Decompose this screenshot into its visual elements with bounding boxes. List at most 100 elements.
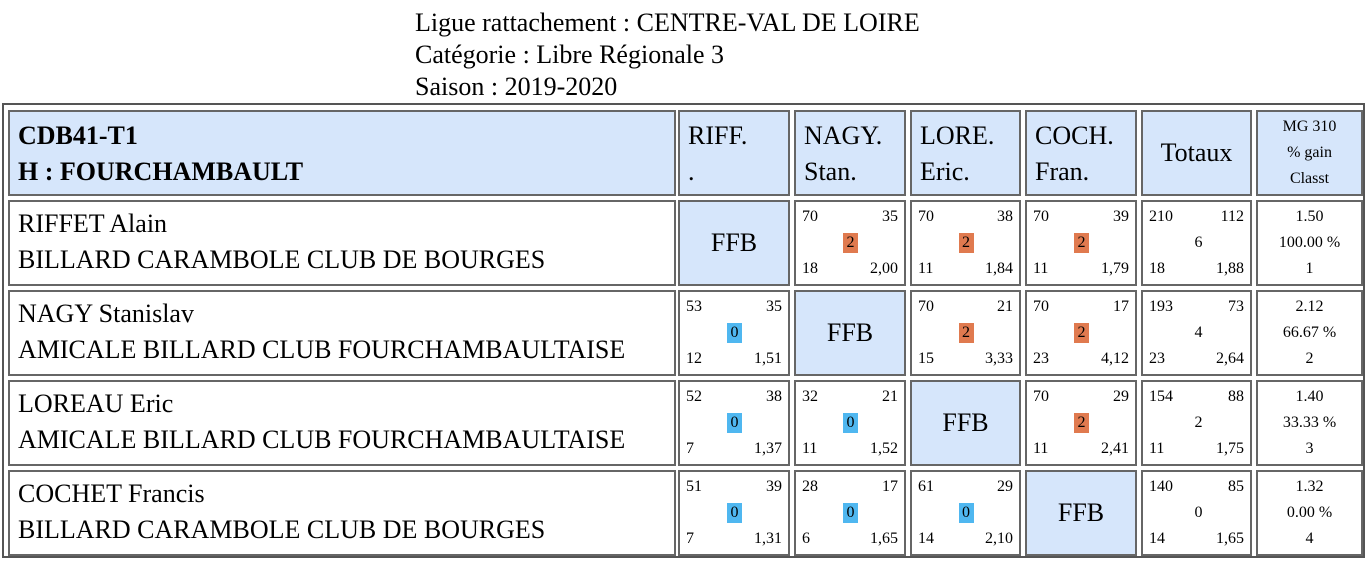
average-value: 1,37: [754, 440, 782, 457]
average-value: 1,65: [870, 530, 898, 547]
points-value: 32: [802, 388, 818, 405]
average-value: 1,84: [985, 260, 1013, 277]
ffb-cell: FFB: [1025, 470, 1137, 556]
gain-value: 33.33 %: [1282, 414, 1337, 431]
reprises-value: 39: [1113, 208, 1129, 225]
player-name: LOREAU Eric: [18, 389, 174, 418]
mg-value: 1.32: [1295, 478, 1324, 495]
match-score-cell: 51 39 0 7 1,31: [678, 470, 790, 556]
total-points: 210: [1149, 208, 1173, 225]
points-value: 28: [802, 478, 818, 495]
summary-cell: 1.40 33.33 % 3: [1256, 380, 1363, 466]
classt-value: 3: [1305, 440, 1314, 457]
reprises-value: 29: [1113, 388, 1129, 405]
team-name: H : FOURCHAMBAULT: [18, 157, 304, 186]
results-table: CDB41-T1 H : FOURCHAMBAULT RIFF.. NAGY. Stan…: [2, 103, 1365, 558]
classt-value: 1: [1305, 260, 1314, 277]
total-points: 154: [1149, 388, 1173, 405]
average-value: 1,52: [870, 440, 898, 457]
match-points-badge: 2: [958, 323, 974, 343]
reprises-value: 21: [882, 388, 898, 405]
classt-value: 4: [1305, 530, 1314, 547]
match-score-cell: 52 38 0 7 1,37: [678, 380, 790, 466]
mg-value: 1.40: [1295, 388, 1324, 405]
ffb-label: FFB: [710, 228, 758, 257]
summary-cell: 2.12 66.67 % 2: [1256, 290, 1363, 376]
team-code: CDB41-T1: [18, 121, 138, 150]
total-average: 1,88: [1216, 260, 1244, 277]
column-header-player: NAGY. Stan.: [794, 110, 906, 196]
best-series-value: 11: [1033, 260, 1049, 277]
total-average: 1,65: [1216, 530, 1244, 547]
match-points-badge: 0: [727, 413, 742, 433]
average-value: 1,79: [1101, 260, 1129, 277]
total-reprises: 112: [1220, 208, 1244, 225]
totals-cell: 210 112 6 18 1,88: [1141, 200, 1252, 286]
match-score-cell: 53 35 0 12 1,51: [678, 290, 790, 376]
column-header-line1: COCH.: [1035, 121, 1114, 150]
best-series-value: 23: [1033, 350, 1049, 367]
mg-value: 2.12: [1295, 298, 1324, 315]
ffb-label: FFB: [826, 318, 874, 347]
match-score-cell: 70 17 2 23 4,12: [1025, 290, 1137, 376]
match-score-cell: 32 21 0 11 1,52: [794, 380, 906, 466]
best-series-value: 15: [918, 350, 934, 367]
competition-header: Ligue rattachement : CENTRE-VAL DE LOIRE…: [415, 7, 920, 103]
player-name: NAGY Stanislav: [18, 299, 194, 328]
match-points-badge: 2: [843, 233, 858, 253]
total-best-series: 18: [1149, 260, 1165, 277]
total-match-points: 2: [1194, 414, 1203, 431]
column-header-line2: Eric.: [920, 157, 970, 186]
match-score-cell: 70 21 2 15 3,33: [910, 290, 1021, 376]
player-club: AMICALE BILLARD CLUB FOURCHAMBAULTAISE: [18, 335, 626, 364]
match-score-cell: 70 35 2 18 2,00: [794, 200, 906, 286]
reprises-value: 39: [766, 478, 782, 495]
column-header-line1: LORE.: [920, 121, 995, 150]
column-header-player: LORE. Eric.: [910, 110, 1021, 196]
reprises-value: 38: [766, 388, 782, 405]
average-value: 2,00: [870, 260, 898, 277]
player-cell: COCHET Francis BILLARD CARAMBOLE CLUB DE …: [8, 470, 676, 556]
totaux-header: Totaux: [1141, 110, 1252, 196]
best-series-value: 18: [802, 260, 818, 277]
totals-cell: 154 88 2 11 1,75: [1141, 380, 1252, 466]
player-cell: RIFFET Alain BILLARD CARAMBOLE CLUB DE BO…: [8, 200, 676, 286]
match-points-badge: 0: [958, 503, 974, 523]
points-value: 70: [1033, 208, 1049, 225]
reprises-value: 29: [997, 478, 1013, 495]
points-value: 52: [686, 388, 702, 405]
column-header-line2: Fran.: [1035, 157, 1090, 186]
column-header-player: COCH. Fran.: [1025, 110, 1137, 196]
total-reprises: 85: [1228, 478, 1244, 495]
summary-cell: 1.50 100.00 % 1: [1256, 200, 1363, 286]
column-header-line2: .: [688, 157, 695, 186]
classt-label: Classt: [1289, 170, 1330, 187]
player-name: COCHET Francis: [18, 479, 205, 508]
best-series-value: 11: [918, 260, 934, 277]
player-club: BILLARD CARAMBOLE CLUB DE BOURGES: [18, 245, 546, 274]
best-series-value: 11: [802, 440, 818, 457]
total-best-series: 11: [1149, 440, 1165, 457]
total-reprises: 88: [1228, 388, 1244, 405]
best-series-value: 7: [686, 440, 694, 457]
column-header-line2: Stan.: [804, 157, 857, 186]
match-points-badge: 2: [1074, 413, 1089, 433]
reprises-value: 17: [882, 478, 898, 495]
points-value: 70: [1033, 388, 1049, 405]
average-value: 1,31: [754, 530, 782, 547]
reprises-value: 35: [882, 208, 898, 225]
points-value: 70: [1033, 298, 1049, 315]
best-series-value: 12: [686, 350, 702, 367]
match-score-cell: 70 38 2 11 1,84: [910, 200, 1021, 286]
gain-value: 100.00 %: [1278, 234, 1341, 251]
match-points-badge: 0: [727, 323, 742, 343]
average-value: 2,41: [1101, 440, 1129, 457]
average-value: 3,33: [985, 350, 1013, 367]
points-value: 51: [686, 478, 702, 495]
total-average: 1,75: [1216, 440, 1244, 457]
total-match-points: 0: [1194, 504, 1203, 521]
gain-value: 66.67 %: [1282, 324, 1337, 341]
total-reprises: 73: [1228, 298, 1244, 315]
points-value: 70: [802, 208, 818, 225]
match-score-cell: 70 29 2 11 2,41: [1025, 380, 1137, 466]
